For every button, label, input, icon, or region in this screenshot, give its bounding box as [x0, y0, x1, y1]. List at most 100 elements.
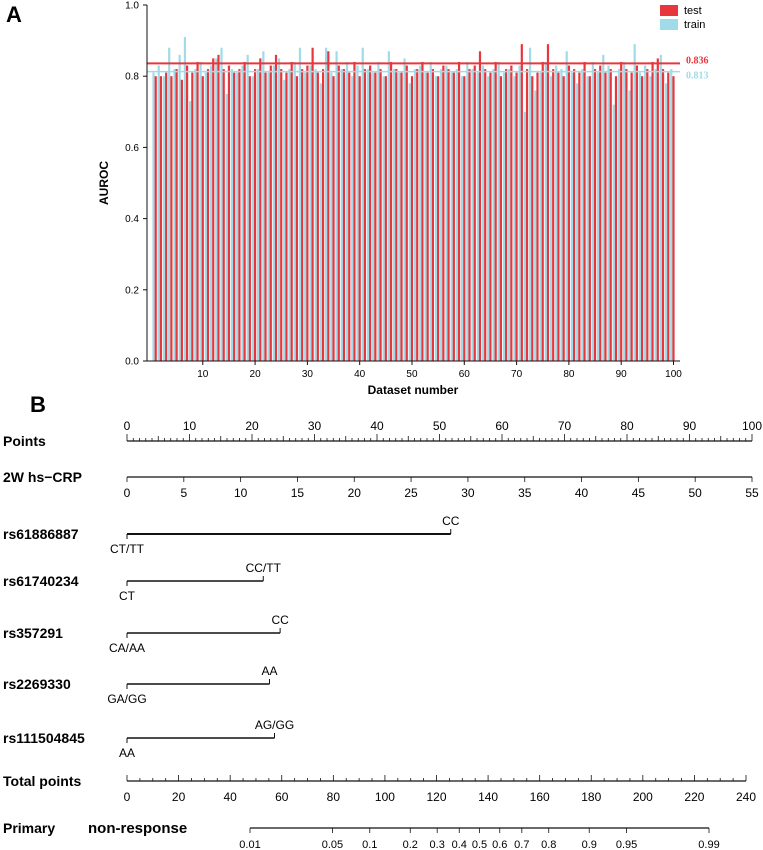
variable-label: rs111504845 [3, 730, 85, 746]
bar-test [536, 72, 539, 361]
bar-train [502, 72, 506, 361]
bar-test [515, 72, 518, 361]
bar-train [236, 72, 239, 361]
probability-tick-label: 0.95 [616, 839, 637, 850]
x-axis-title: Dataset number [368, 383, 459, 397]
bar-test [442, 65, 445, 362]
legend-swatch-test [660, 5, 678, 16]
bar-train [335, 51, 338, 361]
bar-train [419, 65, 422, 362]
bar-train [351, 76, 354, 361]
bar-train [659, 54, 662, 362]
bar-test [170, 76, 173, 361]
bar-train [194, 69, 197, 361]
bar-test [426, 72, 429, 361]
crp-tick-label: 5 [180, 486, 187, 500]
bar-test [269, 65, 272, 362]
bar-test [661, 69, 665, 361]
bar-train [445, 65, 448, 362]
bar-test [201, 76, 204, 361]
legend: test train [660, 5, 705, 31]
bar-train [199, 61, 202, 362]
total-points-tick-label: 160 [530, 790, 550, 804]
bar-test [311, 47, 314, 361]
bar-test [437, 76, 440, 361]
bar-test [374, 72, 377, 361]
bar-train [508, 69, 511, 361]
bar-train [230, 69, 234, 361]
bar-train [387, 51, 390, 361]
bar-test [552, 69, 555, 361]
bar-train [460, 76, 464, 361]
probability-tick-label: 0.8 [541, 839, 556, 850]
bar-test [301, 69, 304, 361]
crp-tick-label: 50 [689, 486, 703, 500]
bar-train [314, 69, 317, 361]
bar-train [424, 72, 427, 361]
bar-test [295, 76, 299, 361]
bar-test [573, 69, 576, 361]
bar-train [215, 58, 218, 362]
bar-test [264, 72, 267, 361]
bar-train [481, 65, 485, 362]
bar-train [162, 76, 166, 361]
bar-test [212, 58, 215, 362]
bar-train [528, 47, 532, 361]
bar-test [510, 65, 513, 362]
bar-test [238, 69, 241, 361]
variable-label: rs61740234 [3, 573, 79, 589]
bar-train [476, 72, 479, 361]
variable-level-high: AG/GG [255, 718, 294, 732]
bar-test [604, 72, 607, 361]
bar-train [246, 54, 249, 362]
crp-tick-label: 55 [745, 486, 759, 500]
bar-test [395, 69, 398, 361]
bar-train [581, 69, 584, 361]
bar-train [325, 47, 328, 361]
bar-train [623, 61, 626, 362]
x-tick-label: 100 [665, 369, 682, 380]
bar-test [546, 44, 550, 361]
bar-test [342, 69, 346, 361]
points-tick-label: 0 [124, 419, 131, 433]
bar-train [628, 90, 631, 361]
crp-label: 2W hs−CRP [3, 469, 82, 485]
bar-train [471, 69, 474, 361]
variable-label: rs357291 [3, 625, 63, 641]
bar-train [565, 51, 568, 361]
bar-test [489, 72, 492, 361]
panel-b-letter: B [30, 392, 46, 417]
points-tick-label: 80 [620, 419, 634, 433]
probability-tick-label: 0.01 [239, 839, 260, 850]
total-points-tick-label: 80 [327, 790, 341, 804]
bar-train [654, 69, 657, 361]
crp-tick-label: 40 [575, 486, 589, 500]
points-tick-label: 10 [183, 419, 197, 433]
bar-train [408, 83, 411, 361]
probability-tick-label: 0.4 [452, 839, 467, 850]
bar-train [440, 69, 443, 361]
bar-test [452, 72, 455, 361]
bar-train [513, 76, 516, 361]
variable-level-low: CT [119, 589, 136, 603]
bar-train [345, 61, 349, 362]
probability-tick-label: 0.3 [430, 839, 445, 850]
x-tick-label: 90 [616, 369, 628, 380]
crp-tick-label: 10 [234, 486, 248, 500]
bar-train [591, 61, 594, 362]
crp-tick-label: 45 [632, 486, 646, 500]
bar-test [667, 72, 670, 361]
bar-test [196, 61, 199, 362]
x-tick-label: 70 [511, 369, 523, 380]
bar-test [227, 65, 231, 362]
crp-tick-label: 25 [404, 486, 418, 500]
bar-test [468, 69, 471, 361]
bar-test [222, 69, 225, 361]
bar-train [183, 37, 186, 361]
variable-level-high: CC/TT [246, 561, 282, 575]
variable-level-low: GA/GG [107, 692, 146, 706]
bar-train [466, 61, 469, 362]
probability-tick-label: 0.5 [472, 839, 487, 850]
crp-tick-label: 15 [291, 486, 305, 500]
probability-label-primary: Primary [3, 820, 55, 836]
